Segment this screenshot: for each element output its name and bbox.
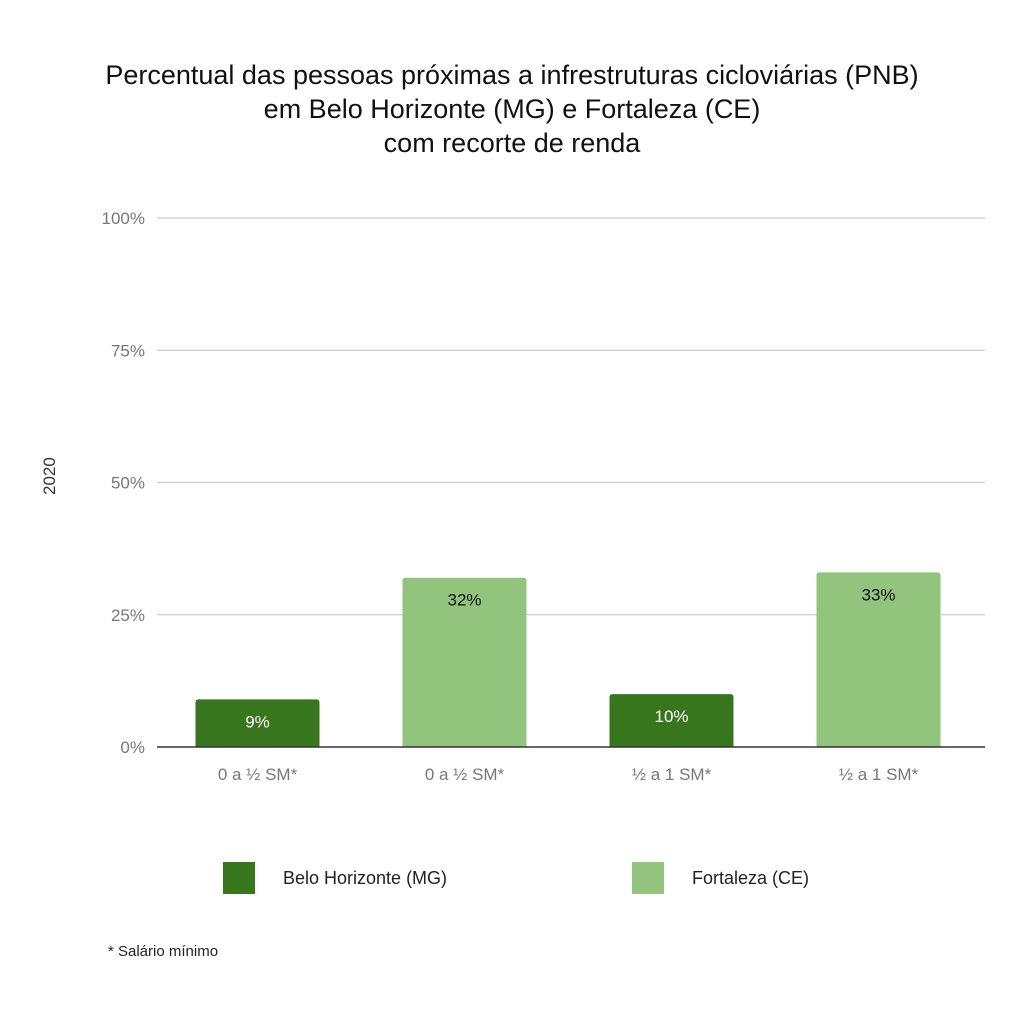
- chart-title-line-3: com recorte de renda: [383, 128, 641, 158]
- y-axis-label: 2020: [40, 457, 59, 495]
- y-tick-label: 25%: [111, 606, 145, 625]
- bar: [195, 699, 320, 747]
- data-label: 33%: [861, 585, 895, 604]
- data-label: 9%: [245, 712, 270, 731]
- legend-label: Fortaleza (CE): [692, 867, 810, 888]
- y-tick-label: 75%: [111, 341, 145, 360]
- bar: [609, 694, 734, 747]
- chart-title-line-1: Percentual das pessoas próximas a infres…: [105, 60, 919, 90]
- legend-item-belo-horizonte: Belo Horizonte (MG): [223, 862, 447, 894]
- chart-title-line-2: em Belo Horizonte (MG) e Fortaleza (CE): [263, 94, 761, 124]
- legend-label: Belo Horizonte (MG): [283, 867, 448, 888]
- legend-swatch: [632, 862, 664, 894]
- footnote: * Salário mínimo: [108, 943, 219, 960]
- y-tick-label: 50%: [111, 474, 145, 493]
- chart-title: Percentual das pessoas próximas a infres…: [0, 58, 1024, 160]
- x-tick-label: 0 a ½ SM*: [218, 765, 298, 784]
- legend-item-fortaleza: Fortaleza (CE): [632, 862, 809, 894]
- bar: [816, 572, 941, 747]
- data-label: 10%: [654, 707, 688, 726]
- legend-swatch: [223, 862, 255, 894]
- y-tick-label: 0%: [120, 738, 145, 757]
- y-tick-label: 100%: [102, 209, 145, 228]
- x-tick-label: 0 a ½ SM*: [425, 765, 505, 784]
- data-label: 32%: [447, 591, 481, 610]
- x-tick-label: ½ a 1 SM*: [839, 765, 919, 784]
- bar: [402, 577, 527, 747]
- x-tick-label: ½ a 1 SM*: [632, 765, 712, 784]
